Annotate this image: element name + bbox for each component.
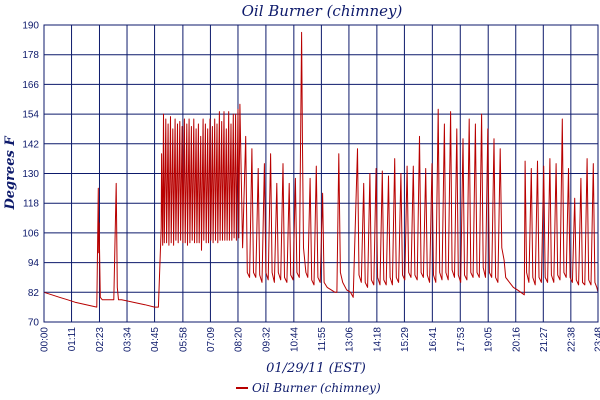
x-tick-label: 01:11 xyxy=(67,327,78,352)
x-tick-label: 19:05 xyxy=(484,327,495,352)
y-tick-label: 166 xyxy=(22,80,39,91)
x-tick-label: 00:00 xyxy=(40,327,51,352)
y-tick-label: 154 xyxy=(22,110,39,121)
y-ticks: 70 82 94 106 118 130 142 154 166 178 190 xyxy=(22,21,39,329)
chart-title: Oil Burner (chimney) xyxy=(242,2,403,20)
x-tick-label: 17:53 xyxy=(456,327,467,352)
x-tick-label: 14:18 xyxy=(372,327,383,352)
plot-frame xyxy=(43,24,599,323)
x-ticks: 00:00 01:11 02:23 03:34 04:45 05:58 07:09 08:20… xyxy=(40,327,600,352)
y-tick-label: 70 xyxy=(28,318,40,329)
x-tick-label: 08:20 xyxy=(233,327,244,352)
series-line-0 xyxy=(43,31,599,308)
x-tick-label: 07:09 xyxy=(206,327,217,352)
x-tick-label: 03:34 xyxy=(123,327,134,352)
x-tick-label: 09:32 xyxy=(261,327,272,352)
x-tick-label: 16:41 xyxy=(428,327,439,352)
series-layer xyxy=(43,31,599,308)
x-tick-label: 04:45 xyxy=(150,327,161,352)
x-tick-label: 20:16 xyxy=(511,327,522,352)
y-tick-label: 190 xyxy=(22,21,39,32)
x-tick-label: 11:55 xyxy=(317,327,328,352)
y-tick-label: 106 xyxy=(22,228,39,239)
x-tick-label: 23:48 xyxy=(594,327,600,352)
x-axis-label: 01/29/11 (EST) xyxy=(266,361,366,376)
y-tick-label: 118 xyxy=(23,199,39,210)
y-tick-label: 130 xyxy=(22,169,39,180)
grid xyxy=(43,24,599,323)
y-tick-label: 82 xyxy=(28,288,40,299)
x-tick-label: 02:23 xyxy=(95,327,106,352)
x-tick-label: 05:58 xyxy=(178,327,189,352)
y-axis-label: Degrees F xyxy=(3,136,18,211)
x-tick-label: 21:27 xyxy=(539,327,550,352)
x-tick-label: 13:06 xyxy=(344,327,355,352)
x-tick-label: 10:44 xyxy=(289,327,300,352)
y-tick-label: 178 xyxy=(22,50,39,61)
x-tick-label: 15:29 xyxy=(400,327,411,352)
x-tick-label: 22:38 xyxy=(566,327,577,352)
legend-label: Oil Burner (chimney) xyxy=(252,381,381,395)
legend: Oil Burner (chimney) xyxy=(236,381,381,395)
y-tick-label: 94 xyxy=(28,258,40,269)
y-tick-label: 142 xyxy=(22,139,39,150)
